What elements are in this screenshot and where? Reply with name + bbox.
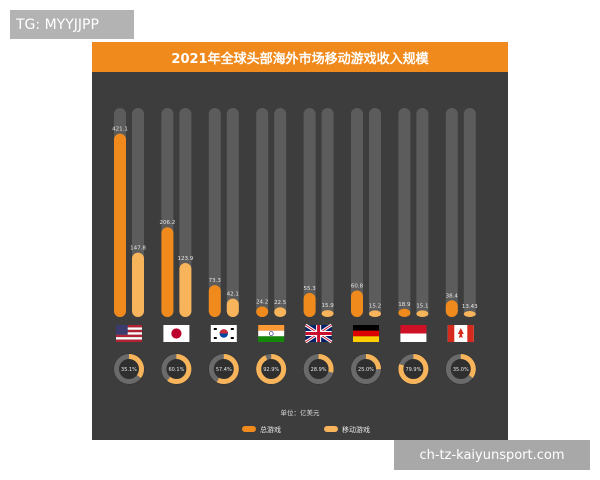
donut-share: [445, 354, 476, 384]
bar-track: [303, 108, 316, 317]
bar-track: [274, 108, 287, 317]
legend-label: 总游戏: [260, 425, 281, 434]
data-label: 15.1: [416, 303, 428, 309]
donut-share: [114, 354, 144, 384]
bar-total: [256, 306, 269, 317]
donut-share: [256, 354, 287, 384]
bar-track: [416, 108, 429, 317]
data-label: 60.8: [351, 284, 364, 290]
share-label: 92.9%: [263, 367, 279, 373]
data-label: 15.9: [321, 303, 334, 309]
share-label: 60.1%: [168, 367, 184, 373]
chart-title: 2021年全球头部海外市场移动游戏收入规模: [92, 42, 508, 72]
bar-total: [398, 308, 411, 317]
indonesia-flag-icon: [400, 325, 427, 342]
data-label: 55.3: [303, 286, 316, 292]
bar-total: [303, 292, 316, 317]
data-label: 22.5: [274, 300, 287, 306]
japan-flag-icon: [163, 325, 190, 342]
data-label: 73.3: [209, 278, 222, 284]
bar-mobile: [321, 310, 334, 317]
bar-track: [321, 108, 334, 317]
donut-share: [161, 354, 192, 384]
unit-label: 单位：亿美元: [281, 408, 321, 417]
bar-track: [208, 108, 221, 317]
donut-share: [208, 354, 239, 384]
bar-track: [369, 108, 381, 317]
canada-flag-icon: [447, 325, 474, 342]
data-label: 13.43: [462, 304, 478, 310]
bar-total: [161, 227, 174, 317]
bar-track: [463, 108, 476, 317]
legend-label: 移动游戏: [342, 425, 370, 434]
watermark-top: TG: MYYJJPP: [10, 10, 134, 39]
bar-track: [256, 108, 269, 317]
bar-mobile: [226, 298, 239, 317]
bar-total: [208, 285, 221, 317]
share-label: 28.9%: [311, 367, 327, 373]
donut-share: [398, 354, 429, 384]
share-label: 57.4%: [216, 367, 232, 373]
share-label: 25.0%: [358, 367, 374, 373]
korea-flag-icon: [210, 325, 237, 342]
bar-mobile: [369, 310, 381, 317]
uk-flag-icon: [304, 323, 333, 344]
bar-total: [445, 300, 458, 317]
india-flag-icon: [258, 325, 285, 342]
bar-track: [445, 108, 458, 317]
chart-svg: 421.1 147.8 35.1% 206.2 123.9 60.1% 73.3 42.1 57…: [112, 108, 478, 434]
bar-mobile: [416, 310, 429, 317]
germany-flag-icon: [353, 325, 379, 342]
bar-track: [398, 108, 411, 317]
bar-mobile: [274, 307, 287, 317]
data-label: 421.1: [112, 127, 128, 133]
legend-swatch-mobile: [324, 426, 338, 432]
share-label: 79.9%: [405, 367, 421, 373]
donut-share: [351, 354, 381, 384]
bar-mobile: [463, 311, 476, 317]
bar-track: [351, 108, 363, 317]
legend-swatch-total: [242, 426, 256, 432]
bar-total: [114, 133, 126, 317]
us-flag-icon: [116, 325, 142, 342]
bar-track: [226, 108, 239, 317]
watermark-bottom: ch-tz-kaiyunsport.com: [394, 440, 590, 470]
data-label: 42.1: [227, 292, 239, 298]
data-label: 38.4: [446, 293, 459, 299]
share-label: 35.0%: [453, 367, 469, 373]
data-label: 206.2: [160, 220, 176, 226]
data-label: 15.2: [369, 303, 381, 309]
donut-share: [303, 354, 334, 384]
bar-total: [351, 290, 363, 317]
data-label: 123.9: [178, 256, 194, 262]
chart-panel: 2021年全球头部海外市场移动游戏收入规模 421.1 147.8 35.1% 206…: [92, 42, 508, 440]
data-label: 147.8: [130, 246, 146, 252]
data-label: 18.9: [398, 302, 411, 308]
share-label: 35.1%: [121, 367, 137, 373]
data-label: 24.2: [256, 299, 268, 305]
bar-mobile: [132, 252, 144, 317]
bar-mobile: [179, 263, 192, 317]
